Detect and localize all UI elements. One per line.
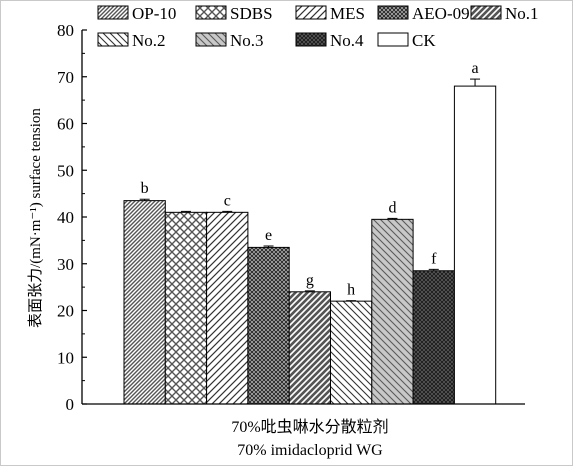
bar-sdbs [164, 211, 208, 405]
significance-label: b [141, 180, 149, 197]
bar-mes [206, 211, 249, 405]
legend-swatch [295, 5, 327, 20]
legend-swatch [97, 32, 129, 47]
legend-label: No.4 [330, 31, 364, 50]
bar-no-3 [371, 218, 414, 405]
legend-swatch [377, 5, 409, 20]
x-axis-label-line-2: 70% imidacloprid WG [237, 442, 383, 459]
significance-label: g [306, 272, 314, 289]
legend-label: MES [330, 4, 365, 23]
y-tick-label: 0 [66, 395, 75, 414]
legend-label: AEO-09 [412, 4, 470, 23]
y-tick-label: 80 [57, 21, 74, 40]
bar-no-1 [288, 291, 332, 405]
legend-label: CK [412, 31, 436, 50]
bar-ck [453, 85, 497, 405]
bar-op-10 [123, 200, 166, 405]
y-tick-label: 20 [57, 302, 74, 321]
legend-swatch [377, 32, 409, 47]
legend-label: No.3 [230, 31, 264, 50]
significance-label: d [388, 199, 396, 216]
significance-label: c [224, 192, 231, 209]
legend-swatch [97, 5, 129, 20]
legend-label: SDBS [230, 4, 273, 23]
y-tick-label: 10 [57, 348, 74, 367]
significance-label: h [347, 282, 355, 299]
legend-swatch [195, 5, 227, 20]
y-tick-label: 40 [57, 208, 74, 227]
y-ticks: 0 10 20 30 40 50 60 70 80 [57, 21, 87, 414]
significance-label: a [471, 60, 478, 77]
significance-label: f [431, 250, 437, 267]
y-tick-label: 30 [57, 255, 74, 274]
bar-no-2 [330, 300, 373, 405]
y-tick-label: 70 [57, 68, 74, 87]
significance-label: e [265, 227, 272, 244]
y-axis-label: 表面张力/(mN·m⁻¹) surface tension [27, 108, 44, 328]
bars: b c e g h d f a [123, 60, 497, 405]
y-tick-label: 60 [57, 115, 74, 134]
legend-label: No.1 [505, 4, 539, 23]
bar-no-4 [412, 270, 455, 405]
legend: OP-10 SDBS MES AEO-09 No.1 No.2 No.3 No.4 CK [97, 4, 539, 50]
legend-swatch [195, 32, 227, 47]
legend-swatch [470, 5, 502, 20]
legend-swatch [295, 32, 327, 47]
x-axis-label-line-1: 70%吡虫啉水分散粒剂 [231, 418, 388, 436]
y-tick-label: 50 [57, 161, 74, 180]
bar-aeo-09 [247, 246, 290, 405]
legend-label: No.2 [132, 31, 166, 50]
legend-label: OP-10 [132, 4, 176, 23]
